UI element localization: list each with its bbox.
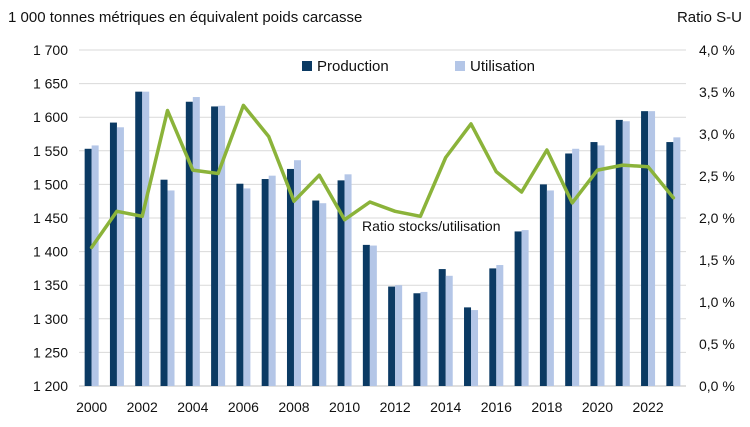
bars-group: [84, 91, 681, 387]
bar-utilisation: [218, 105, 226, 386]
gridlines: [79, 49, 686, 387]
bar-production: [286, 168, 294, 386]
bar-production: [312, 200, 320, 386]
bar-utilisation: [369, 245, 377, 386]
bar-utilisation: [395, 285, 403, 386]
bar-production: [438, 269, 446, 386]
bar-production: [337, 180, 345, 386]
x-tick-label: 2020: [582, 399, 613, 415]
x-tick-label: 2016: [481, 399, 512, 415]
bar-production: [565, 153, 573, 386]
bar-production: [185, 101, 193, 386]
legend-label-production: Production: [317, 58, 389, 75]
bar-utilisation: [268, 175, 276, 386]
x-tick-label: 2002: [127, 399, 158, 415]
bar-utilisation: [293, 160, 301, 386]
bar-utilisation: [91, 145, 99, 386]
bar-utilisation: [142, 91, 150, 386]
bar-utilisation: [445, 275, 453, 386]
bar-utilisation: [344, 174, 352, 386]
bar-utilisation: [673, 137, 681, 386]
y-left-tick-label: 1 250: [33, 344, 68, 360]
y-right-tick-label: 1,0 %: [699, 294, 735, 310]
bar-production: [514, 231, 522, 386]
bar-production: [489, 268, 497, 386]
x-tick-label: 2000: [76, 399, 107, 415]
x-tick-label: 2022: [632, 399, 663, 415]
y-right-tick-label: 2,0 %: [699, 210, 735, 226]
bar-utilisation: [243, 188, 251, 386]
bar-utilisation: [521, 230, 529, 386]
bar-utilisation: [192, 97, 200, 386]
x-tick-label: 2010: [329, 399, 360, 415]
bar-utilisation: [496, 265, 504, 386]
x-tick-label: 2014: [430, 399, 461, 415]
y-left-tick-label: 1 550: [33, 143, 68, 159]
bar-utilisation: [420, 291, 428, 386]
bar-production: [464, 307, 472, 386]
y-left-tick-label: 1 300: [33, 311, 68, 327]
y-right-tick-label: 1,5 %: [699, 252, 735, 268]
bar-production: [84, 148, 92, 386]
bar-utilisation: [116, 127, 124, 386]
bar-production: [539, 184, 547, 386]
bar-production: [109, 122, 117, 387]
y-left-tick-labels: 1 200 1 250 1 300 1 350 1 400 1 450 1 500 1 550…: [33, 42, 68, 394]
y-right-tick-label: 2,5 %: [699, 168, 735, 184]
bar-production: [160, 179, 168, 386]
y-right-tick-label: 3,0 %: [699, 126, 735, 142]
y-right-tick-labels: 0,0 % 0,5 % 1,0 % 1,5 % 2,0 % 2,5 % 3,0 % 3,5 %…: [699, 42, 735, 394]
bar-utilisation: [546, 190, 554, 386]
bar-utilisation: [572, 148, 580, 386]
bar-production: [362, 244, 370, 386]
bar-production: [135, 91, 143, 386]
bar-production: [211, 106, 219, 386]
legend-swatch-production: [302, 61, 312, 71]
x-tick-labels: 2000 2002 2004 2006 2008 2010 2012 2014 2016 2018…: [76, 399, 664, 415]
bar-production: [666, 142, 674, 386]
bar-utilisation: [597, 145, 605, 386]
x-tick-label: 2006: [228, 399, 259, 415]
bar-production: [615, 119, 623, 386]
bar-utilisation: [167, 190, 175, 386]
legend: Production Utilisation: [302, 58, 535, 75]
bar-production: [261, 179, 269, 386]
y-left-tick-label: 1 600: [33, 109, 68, 125]
y-left-tick-label: 1 450: [33, 210, 68, 226]
ratio-line-annotation: Ratio stocks/utilisation: [362, 218, 501, 234]
y-left-tick-label: 1 500: [33, 176, 68, 192]
bar-utilisation: [648, 111, 656, 386]
ratio-line-group: [89, 103, 676, 250]
legend-label-utilisation: Utilisation: [470, 58, 535, 75]
bar-production: [388, 286, 396, 386]
y-right-axis-title: Ratio S-U: [677, 9, 742, 26]
y-right-tick-label: 4,0 %: [699, 42, 735, 58]
y-left-tick-label: 1 350: [33, 277, 68, 293]
y-left-tick-label: 1 400: [33, 244, 68, 260]
bar-production: [236, 183, 244, 386]
x-tick-label: 2018: [531, 399, 562, 415]
legend-swatch-utilisation: [455, 61, 465, 71]
bar-utilisation: [319, 203, 327, 386]
bar-production: [413, 293, 421, 386]
ratio-line: [89, 103, 676, 250]
y-right-tick-label: 0,5 %: [699, 336, 735, 352]
y-left-axis-title: 1 000 tonnes métriques en équivalent poi…: [8, 9, 362, 26]
y-left-tick-label: 1 700: [33, 42, 68, 58]
bar-production: [590, 142, 598, 386]
bar-utilisation: [471, 310, 479, 386]
x-tick-label: 2008: [278, 399, 309, 415]
bar-utilisation: [622, 121, 630, 387]
x-tick-label: 2004: [177, 399, 208, 415]
y-left-tick-label: 1 650: [33, 76, 68, 92]
y-right-tick-label: 3,5 %: [699, 84, 735, 100]
y-right-tick-label: 0,0 %: [699, 378, 735, 394]
y-left-tick-label: 1 200: [33, 378, 68, 394]
bar-production: [641, 111, 649, 386]
x-tick-label: 2012: [380, 399, 411, 415]
